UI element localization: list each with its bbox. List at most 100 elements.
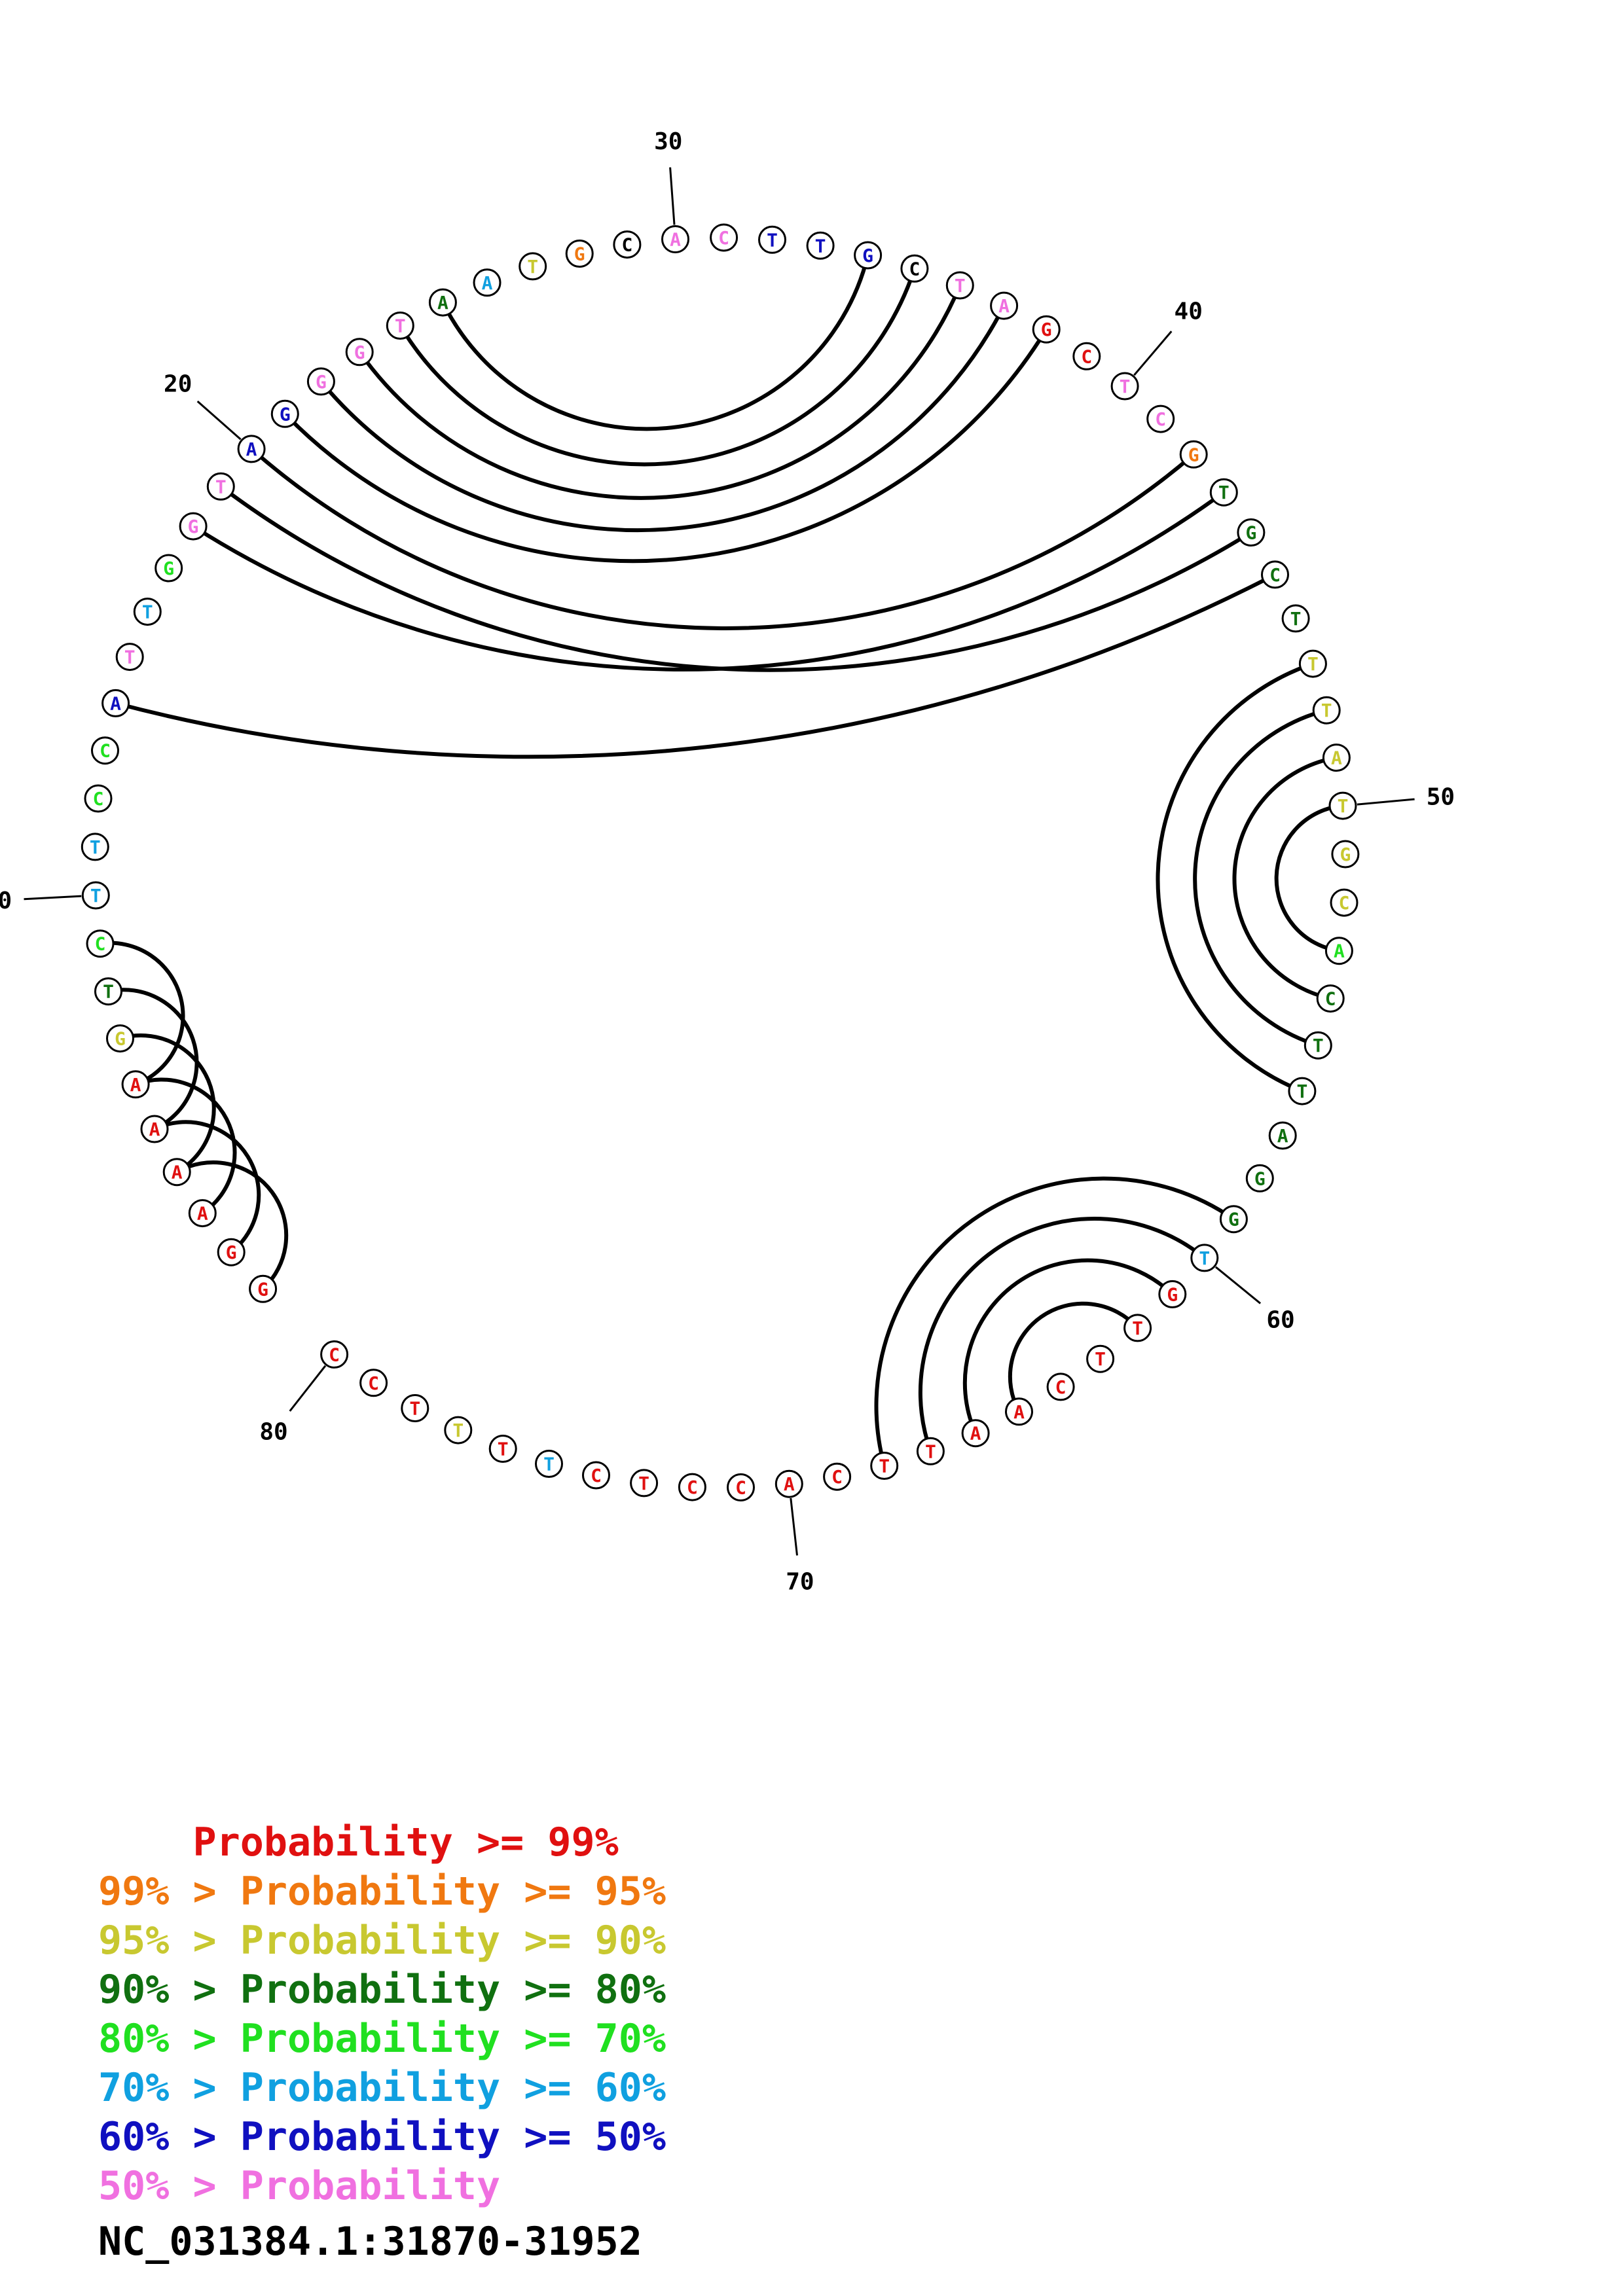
nucleotide: C [823, 1462, 852, 1491]
nucleotide-marker [1190, 1244, 1219, 1272]
nucleotide-marker [106, 1024, 134, 1053]
pair-arc [119, 1033, 216, 1174]
nucleotide-letter: T [395, 315, 406, 337]
nucleotide: T [94, 977, 122, 1006]
nucleotide-letter: C [1081, 346, 1092, 367]
nucleotide: A [1268, 1121, 1297, 1150]
nucleotide-marker [121, 1070, 150, 1099]
nucleotide: T [1328, 791, 1357, 820]
nucleotide: T [488, 1435, 517, 1463]
legend-row-below-50: 50% > Probability [98, 2163, 501, 2209]
nucleotide-letter: A [670, 229, 681, 251]
nucleotide-marker [1312, 696, 1341, 725]
sequence-id-label: NC_031384.1:31870-31952 [98, 2219, 642, 2265]
nucleotide: T [1086, 1344, 1115, 1373]
nucleotide: T [1288, 1077, 1317, 1105]
position-tick [196, 400, 242, 440]
nucleotide-letter: G [1245, 522, 1256, 544]
pair-arc [319, 304, 1006, 533]
nucleotide-letter: C [1269, 564, 1281, 586]
nucleotide-marker [945, 271, 974, 300]
pair-arc [175, 1160, 289, 1291]
nucleotide: G [1032, 315, 1061, 344]
nucleotide-letter: T [955, 275, 966, 296]
nucleotide: A [473, 268, 501, 297]
legend-row-70: 80% > Probability >= 70% [98, 2016, 666, 2062]
position-tick [1133, 331, 1173, 376]
nucleotide: A [237, 435, 266, 463]
position-label: 10 [0, 888, 12, 914]
nucleotide-letter: T [452, 1420, 464, 1441]
nucleotide-marker [320, 1340, 349, 1369]
nucleotide-marker [188, 1199, 217, 1228]
pair-arc [1274, 804, 1343, 953]
nucleotide: C [1330, 888, 1359, 917]
nucleotide-marker [727, 1473, 755, 1501]
nucleotide-marker [345, 338, 374, 367]
pair-arc [441, 255, 870, 431]
nucleotide-letter: T [1290, 608, 1302, 630]
nucleotide-marker [81, 881, 110, 910]
nucleotide-marker [1288, 1077, 1317, 1105]
nucleotide: A [961, 1419, 990, 1448]
nucleotide-letter: G [1254, 1168, 1266, 1189]
nucleotide: G [345, 338, 374, 367]
nucleotide-marker [1245, 1164, 1274, 1193]
nucleotide: A [661, 225, 689, 253]
nucleotide: T [133, 598, 162, 626]
nucleotide-letter: A [1277, 1125, 1288, 1147]
nucleotide-marker [86, 929, 115, 958]
nucleotide: G [1331, 840, 1360, 869]
nucleotide-marker [613, 230, 642, 259]
nucleotide-marker [582, 1461, 610, 1490]
nucleotide-marker [249, 1274, 278, 1303]
nucleotide: A [1005, 1397, 1033, 1426]
nucleotide: A [188, 1199, 217, 1228]
nucleotide: G [1158, 1280, 1187, 1308]
pair-arc [1156, 662, 1314, 1093]
nucleotide-letter: T [90, 885, 101, 906]
position-tick [1357, 798, 1415, 806]
nucleotide-letter: A [437, 292, 448, 314]
nucleotide: T [630, 1469, 659, 1498]
nucleotide: A [775, 1469, 803, 1498]
pair-arc [250, 447, 1195, 630]
pair-arc [357, 284, 962, 500]
nucleotide-letter: G [354, 342, 365, 363]
position-label: 80 [259, 1418, 287, 1445]
nucleotide-letter: G [226, 1242, 237, 1263]
nucleotide-letter: G [1188, 444, 1199, 465]
nucleotide: T [1298, 649, 1327, 678]
nucleotide: T [1110, 372, 1139, 401]
pair-arc [283, 328, 1048, 564]
nucleotide-marker [710, 223, 739, 252]
pair-arc [918, 1217, 1206, 1452]
nucleotide: G [1179, 440, 1208, 469]
nucleotide-marker [1298, 649, 1327, 678]
nucleotide: G [1245, 1164, 1274, 1193]
nucleotide: T [519, 252, 547, 281]
position-label: 30 [654, 128, 682, 155]
nucleotide: C [86, 929, 115, 958]
nucleotide-letter: T [1296, 1081, 1307, 1102]
nucleotide: T [81, 881, 110, 910]
nucleotide-letter: G [1228, 1209, 1239, 1230]
nucleotide-letter: A [149, 1119, 160, 1140]
nucleotide-marker [270, 399, 299, 428]
pair-arc [115, 573, 1276, 759]
nucleotide-marker [916, 1437, 945, 1465]
nucleotide: G [565, 240, 594, 268]
nucleotide-marker [386, 312, 414, 340]
nucleotide-marker [806, 231, 835, 260]
nucleotide-marker [900, 254, 929, 283]
nucleotide-letter: G [280, 403, 291, 425]
pair-arc [153, 1120, 261, 1254]
nucleotide: T [535, 1450, 563, 1478]
nucleotide-letter: T [124, 647, 136, 668]
nucleotide: G [1237, 518, 1266, 547]
nucleotide-letter: C [621, 234, 632, 256]
nucleotide-marker [535, 1450, 563, 1478]
nucleotide: T [758, 225, 786, 254]
nucleotide-letter: C [368, 1372, 379, 1394]
